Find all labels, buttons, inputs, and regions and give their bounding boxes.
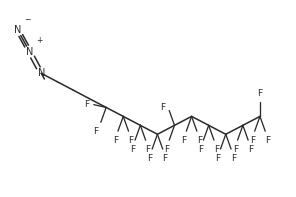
Text: F: F	[181, 136, 186, 145]
Text: F: F	[145, 145, 151, 154]
Text: F: F	[248, 145, 253, 154]
Text: F: F	[163, 154, 168, 163]
Text: N: N	[26, 46, 33, 57]
Text: F: F	[198, 145, 204, 154]
Text: F: F	[130, 145, 135, 154]
Text: F: F	[231, 154, 236, 163]
Text: +: +	[36, 36, 42, 45]
Text: N: N	[38, 68, 45, 78]
Text: F: F	[250, 136, 255, 145]
Text: F: F	[84, 100, 89, 109]
Text: F: F	[265, 136, 270, 145]
Text: −: −	[24, 15, 31, 24]
Text: F: F	[113, 136, 118, 145]
Text: F: F	[160, 103, 166, 112]
Text: F: F	[214, 145, 219, 154]
Text: F: F	[164, 145, 169, 154]
Text: F: F	[128, 136, 133, 145]
Text: F: F	[93, 127, 99, 136]
Text: F: F	[147, 154, 152, 163]
Text: F: F	[258, 89, 263, 98]
Text: F: F	[215, 154, 221, 163]
Text: F: F	[197, 136, 202, 145]
Text: N: N	[14, 25, 22, 35]
Text: F: F	[233, 145, 238, 154]
